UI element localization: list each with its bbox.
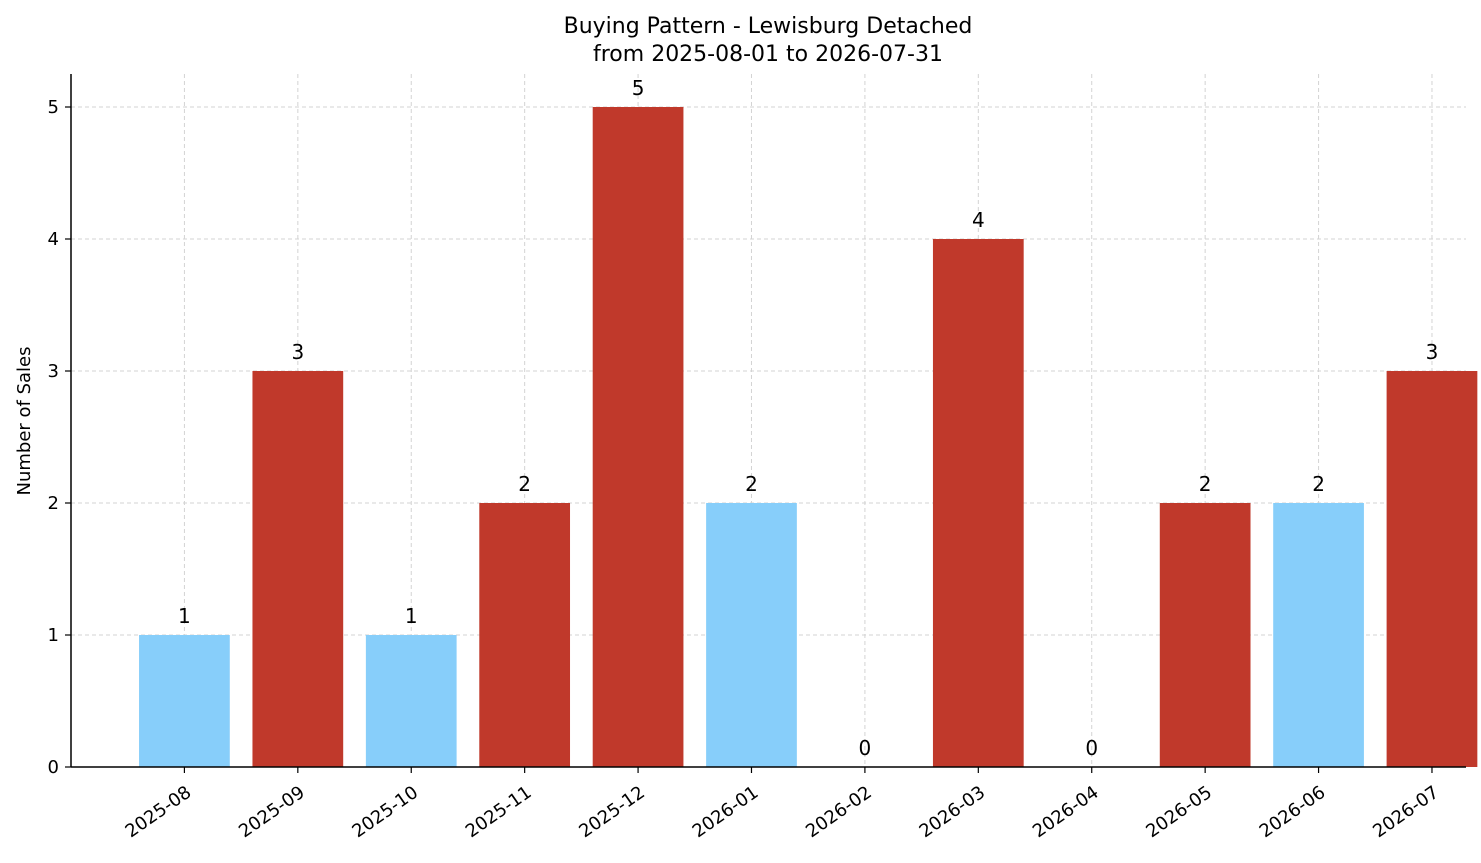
bar-2025-11 — [479, 503, 571, 767]
data-label-2025-10: 1 — [405, 604, 418, 628]
bar-2026-06 — [1273, 503, 1364, 767]
x-tick-label: 2025-12 — [575, 782, 649, 842]
chart-title: Buying Pattern - Lewisburg Detached — [564, 14, 973, 39]
y-axis-label: Number of Sales — [14, 346, 35, 495]
x-tick-label: 2026-07 — [1369, 782, 1443, 842]
bar-2026-01 — [706, 503, 797, 767]
data-label-2026-06: 2 — [1312, 472, 1325, 496]
x-tick-label: 2025-09 — [235, 782, 309, 842]
x-tick-label: 2026-04 — [1029, 782, 1103, 842]
data-label-2026-05: 2 — [1199, 472, 1212, 496]
x-tick-label: 2026-06 — [1256, 782, 1330, 842]
data-label-2025-09: 3 — [291, 340, 304, 364]
y-tick-label: 3 — [48, 361, 59, 382]
x-tick-label: 2026-03 — [916, 782, 990, 842]
data-labels: 1 3 1 2 5 2 0 4 0 2 2 3 — [178, 76, 1438, 760]
bar-2026-05 — [1159, 503, 1251, 767]
data-label-2025-12: 5 — [632, 76, 645, 100]
x-tick-label: 2026-05 — [1142, 782, 1216, 842]
x-tick-label: 2025-08 — [122, 782, 196, 842]
data-label-2025-11: 2 — [518, 472, 531, 496]
data-label-2026-04: 0 — [1085, 736, 1098, 760]
chart-subtitle: from 2025-08-01 to 2026-07-31 — [593, 42, 943, 67]
data-label-2026-07: 3 — [1426, 340, 1439, 364]
bar-2025-08 — [139, 635, 230, 767]
data-label-2026-02: 0 — [859, 736, 872, 760]
x-tick-label: 2025-11 — [462, 782, 536, 842]
y-tick-label: 5 — [48, 97, 59, 118]
bar-2025-09 — [252, 371, 344, 767]
y-tick-label: 2 — [48, 493, 59, 514]
data-label-2026-03: 4 — [972, 208, 985, 232]
y-tick-label: 4 — [48, 229, 59, 250]
x-tick-label: 2026-02 — [802, 782, 876, 842]
data-label-2026-01: 2 — [745, 472, 758, 496]
data-label-2025-08: 1 — [178, 604, 191, 628]
x-tick-label: 2025-10 — [348, 782, 422, 842]
bars — [139, 107, 1478, 767]
bar-2025-10 — [365, 635, 457, 767]
bar-2026-07 — [1386, 371, 1478, 767]
y-tick-label: 1 — [48, 625, 59, 646]
bar-2026-03 — [932, 239, 1024, 767]
bar-2025-12 — [592, 107, 684, 767]
x-tick-label: 2026-01 — [689, 782, 763, 842]
y-tick-label: 0 — [48, 757, 59, 778]
